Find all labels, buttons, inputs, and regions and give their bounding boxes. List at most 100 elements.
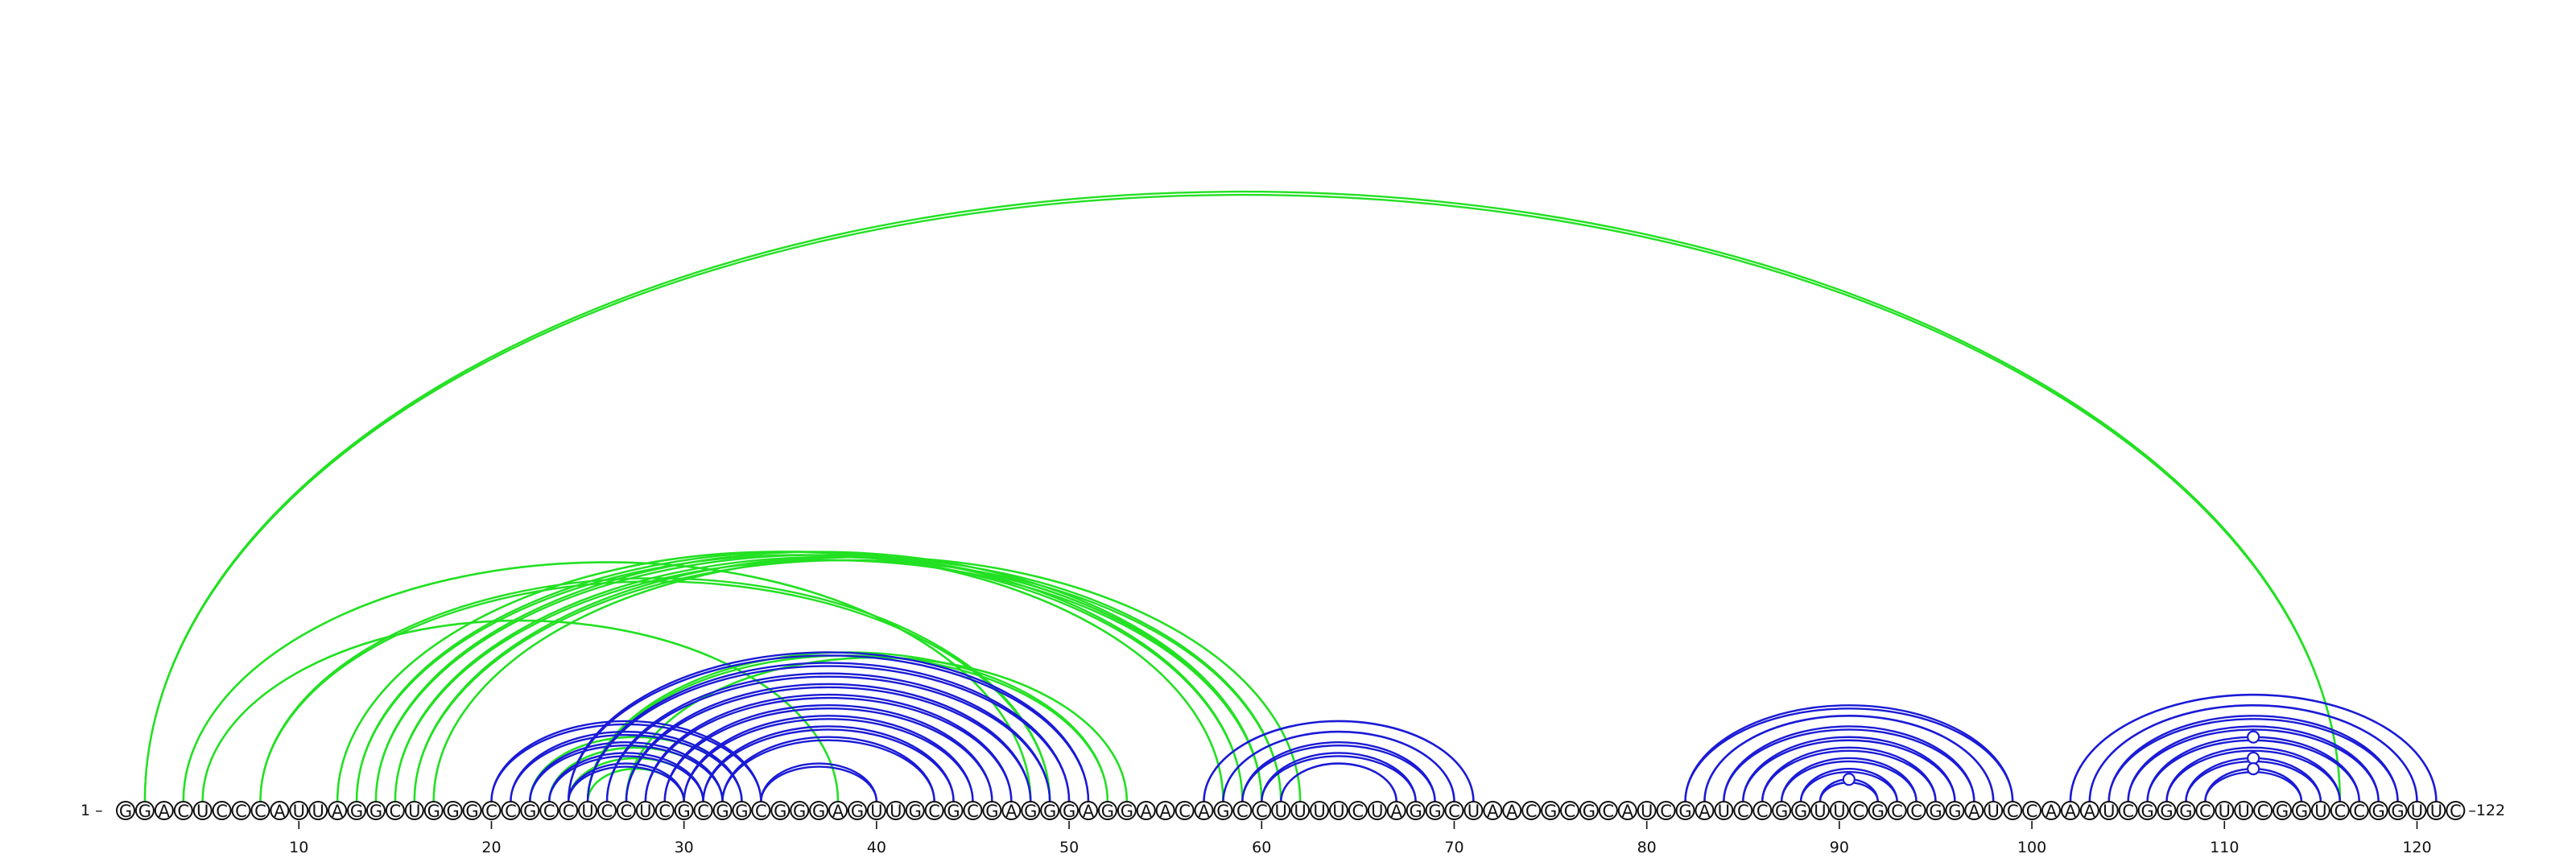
nucleotide-circle xyxy=(1752,801,1773,820)
nucleotide-circle xyxy=(1829,801,1849,820)
nucleotide-letter: A xyxy=(1968,802,1980,821)
nucleotide-letter: G xyxy=(2140,802,2153,821)
nucleotide-letter: A xyxy=(274,802,286,821)
nucleotide-circle xyxy=(1406,801,1426,820)
nucleotide-letter: G xyxy=(2372,802,2384,821)
nucleotide-circle xyxy=(2426,801,2446,820)
nucleotide-letter: C xyxy=(2353,802,2365,821)
nucleotide-circle xyxy=(404,801,424,820)
nucleotide-letter: G xyxy=(465,802,478,821)
nucleotide-circle xyxy=(1906,801,1926,820)
nucleotide-letter: G xyxy=(1794,802,1807,821)
nucleotide-circle xyxy=(866,801,886,820)
nucleotide-circle xyxy=(2253,801,2273,820)
nucleotide-circle xyxy=(520,801,540,820)
nucleotide-letter: C xyxy=(2199,802,2211,821)
nucleotide-letter: C xyxy=(216,802,228,821)
nucleotide-circle xyxy=(443,801,463,820)
nucleotide-letter: G xyxy=(2160,802,2173,821)
nucleotide-letter: A xyxy=(1141,802,1153,821)
arc-blue-57-71 xyxy=(1203,720,1475,802)
tick-label: 90 xyxy=(1830,839,1849,856)
arc-blue-32-43 xyxy=(721,736,935,802)
nucleotide-letter: G xyxy=(1428,802,1441,821)
arc-green-2-116 xyxy=(143,190,2341,802)
nucleotide-circle xyxy=(809,801,829,820)
nucleotide-letter: U xyxy=(2411,802,2423,821)
nucleotide-letter: G xyxy=(1929,802,1942,821)
nucleotide-circle xyxy=(1984,801,2004,820)
nucleotide-letter: U xyxy=(1332,802,1344,821)
nucleotide-circle xyxy=(1328,801,1348,820)
nucleotide-letter: C xyxy=(1525,802,1538,821)
nucleotide-circle xyxy=(1059,801,1080,820)
nucleotide-circle xyxy=(1079,801,1098,820)
tick-label: 70 xyxy=(1444,839,1463,856)
arc-blue-87-94 xyxy=(1780,760,1918,802)
nucleotide-circle xyxy=(1926,801,1946,820)
nucleotide-letter: A xyxy=(332,802,344,821)
pair-mark-89-92 xyxy=(1842,773,1856,786)
nucleotide-circle xyxy=(1021,801,1041,820)
nucleotide-circle xyxy=(1541,801,1561,820)
nucleotide-letter: C xyxy=(1179,802,1191,821)
tick-label: 40 xyxy=(867,839,886,856)
nucleotide-letter: C xyxy=(621,802,633,821)
nucleotide-letter: A xyxy=(1159,802,1171,821)
nucleotide-letter: G xyxy=(2276,802,2289,821)
nucleotide-circle xyxy=(2118,801,2138,820)
nucleotide-circle xyxy=(423,801,444,820)
nucleotide-circle xyxy=(308,801,328,820)
nucleotide-letter: U xyxy=(1718,802,1730,821)
nucleotide-circle xyxy=(2388,801,2408,820)
nucleotide-letter: G xyxy=(1409,802,1422,821)
nucleotide-circle xyxy=(1617,801,1637,820)
nucleotide-circle xyxy=(1521,801,1542,820)
nucleotide-circle xyxy=(578,801,598,820)
nucleotide-circle xyxy=(616,801,636,820)
nucleotide-letter: G xyxy=(1775,802,1788,821)
arc-blue-109-114 xyxy=(2204,770,2303,802)
nucleotide-circle xyxy=(1964,801,1984,820)
nucleotide-circle xyxy=(2176,801,2196,820)
sequence-end-label: –122 xyxy=(2468,802,2505,819)
tick-label: 110 xyxy=(2210,839,2239,856)
nucleotide-letter: U xyxy=(293,802,305,821)
arc-blue-24-51 xyxy=(567,651,1090,802)
nucleotide-letter: A xyxy=(1699,802,1711,821)
nucleotide-circle xyxy=(790,801,810,820)
nucleotide-letter: U xyxy=(1313,802,1325,821)
nucleotide-circle xyxy=(635,801,655,820)
nucleotide-circle xyxy=(192,801,213,820)
nucleotide-letter: U xyxy=(1641,802,1653,821)
arc-blue-25-50 xyxy=(586,662,1071,802)
nucleotide-letter: G xyxy=(947,802,960,821)
nucleotide-circle xyxy=(347,801,367,820)
nucleotide-letter: C xyxy=(697,802,709,821)
nucleotide-letter: G xyxy=(1121,802,1133,821)
nucleotide-circle xyxy=(212,801,232,820)
nucleotide-circle xyxy=(654,801,675,820)
nucleotide-circle xyxy=(1675,801,1695,820)
nucleotide-circle xyxy=(2079,801,2099,820)
arc-blue-34-40 xyxy=(760,762,878,802)
nucleotide-letter: U xyxy=(1814,802,1826,821)
arc-blue-23-31 xyxy=(548,755,704,802)
arc-blue-32-43 xyxy=(721,739,935,802)
arc-blue-26-49 xyxy=(605,675,1051,802)
nucleotide-letter: G xyxy=(793,802,806,821)
nucleotide-circle xyxy=(1848,801,1868,820)
nucleotide-letter: C xyxy=(1910,802,1922,821)
nucleotide-circle xyxy=(905,801,925,820)
nucleotide-letter: A xyxy=(1487,802,1499,821)
nucleotide-letter: G xyxy=(2179,802,2192,821)
nucleotide-letter: U xyxy=(2219,802,2231,821)
nucleotide-letter: G xyxy=(138,802,151,821)
nucleotide-circle xyxy=(1310,801,1330,820)
nucleotide-letter: U xyxy=(1275,802,1287,821)
nucleotide-letter: G xyxy=(909,802,922,821)
arc-blue-82-99 xyxy=(1684,707,2014,802)
nucleotide-circle xyxy=(2060,801,2080,820)
